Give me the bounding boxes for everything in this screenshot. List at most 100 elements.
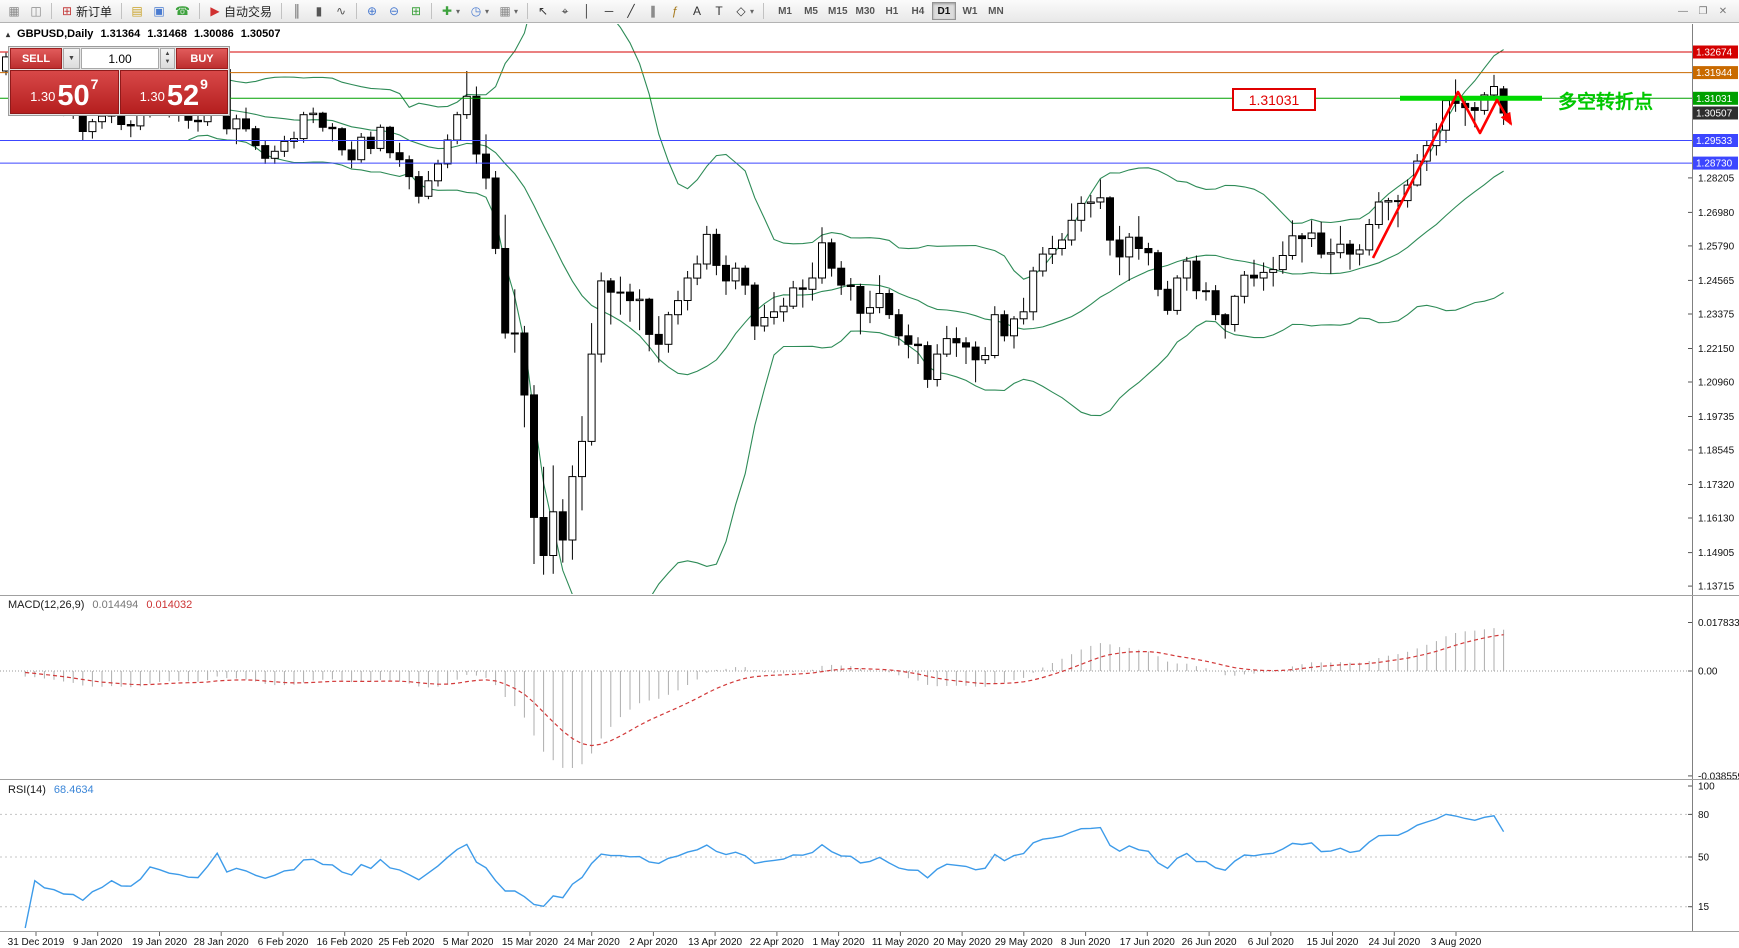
one-click-trading-panel: SELL ▼ 1.00 ▲ ▼ BUY 1.30 50 7 1.30 52 9: [8, 46, 230, 116]
svg-text:24 Mar 2020: 24 Mar 2020: [564, 937, 621, 948]
trade-panel-controls: SELL ▼ 1.00 ▲ ▼ BUY: [10, 48, 228, 69]
history-center-button[interactable]: ▤: [127, 2, 147, 21]
timeframe-mn-button[interactable]: MN: [984, 2, 1008, 20]
profiles-button[interactable]: ◫: [26, 2, 46, 21]
trade-panel-toggle-icon[interactable]: ▴: [6, 29, 11, 39]
timeframe-m5-button[interactable]: M5: [799, 2, 823, 20]
bar-chart-button[interactable]: ║: [287, 2, 307, 21]
date-axis[interactable]: 31 Dec 2019 9 Jan 2020 19 Jan 2020 28 Jan 2…: [0, 931, 1739, 948]
templates-button[interactable]: ▦ ▾: [495, 2, 522, 21]
window-controls: — ❐ ✕: [1674, 6, 1736, 17]
zoom-in-button[interactable]: ⊕: [362, 2, 382, 21]
sell-price-pips: 50: [57, 79, 90, 112]
horizontal-line-icon: ─: [604, 4, 614, 18]
stepper-up-icon[interactable]: ▲: [164, 51, 171, 58]
svg-text:1.18545: 1.18545: [1698, 446, 1735, 457]
label-button[interactable]: T: [709, 2, 729, 21]
channel-button[interactable]: ∥: [643, 2, 663, 21]
volume-input[interactable]: 1.00: [81, 48, 159, 69]
crosshair-button[interactable]: ⌖: [555, 2, 575, 21]
svg-text:1.28730: 1.28730: [1696, 159, 1733, 170]
line-chart-button[interactable]: ∿: [331, 2, 351, 21]
timeframe-w1-button[interactable]: W1: [958, 2, 982, 20]
buy-price[interactable]: 1.30 52 9: [119, 70, 228, 114]
toolbar-separator: [355, 3, 357, 19]
svg-text:26 Jun 2020: 26 Jun 2020: [1182, 937, 1237, 948]
svg-text:1.30507: 1.30507: [1696, 109, 1733, 120]
buy-price-figure: 1.30: [139, 89, 165, 104]
turning-point-label[interactable]: 多空转折点: [1558, 92, 1654, 113]
trendline-button[interactable]: ╱: [621, 2, 641, 21]
toolbar-separator: [280, 3, 282, 19]
autotrading-button[interactable]: ▶ 自动交易: [205, 2, 276, 21]
candlestick-chart-button[interactable]: ▮: [309, 2, 329, 21]
price-flag-label[interactable]: 1.31031: [1232, 88, 1316, 111]
periods-icon: ◷: [470, 4, 482, 18]
crosshair-icon: ⌖: [561, 4, 569, 18]
ohlc-low: 1.30086: [193, 28, 234, 40]
dropdown-caret-icon: ▾: [455, 6, 460, 16]
buy-price-pips: 52: [166, 79, 200, 112]
stepper-down-icon[interactable]: ▼: [164, 58, 171, 65]
svg-text:1.23375: 1.23375: [1698, 310, 1735, 321]
timeframe-m30-button[interactable]: M30: [853, 2, 878, 20]
toolbar-separator: [527, 3, 529, 19]
svg-text:-0.038559: -0.038559: [1698, 771, 1739, 782]
trade-panel-prices: 1.30 50 7 1.30 52 9: [10, 70, 228, 114]
volume-stepper[interactable]: ▲ ▼: [160, 48, 175, 69]
svg-text:2 Apr 2020: 2 Apr 2020: [629, 937, 678, 948]
periods-button[interactable]: ◷ ▾: [466, 2, 493, 21]
timeframe-d1-button[interactable]: D1: [931, 2, 956, 20]
horizontal-line-button[interactable]: ─: [599, 2, 619, 21]
svg-text:1.14905: 1.14905: [1698, 548, 1735, 559]
sell-price-figure: 1.30: [30, 89, 56, 104]
ohlc-close: 1.30507: [240, 28, 281, 40]
timeframe-h4-button[interactable]: H4: [906, 2, 930, 20]
shapes-button[interactable]: ◇ ▾: [731, 2, 758, 21]
timeframe-m15-button[interactable]: M15: [825, 2, 850, 20]
restore-icon[interactable]: ❐: [1698, 5, 1708, 17]
svg-text:1.17320: 1.17320: [1698, 480, 1735, 491]
svg-text:13 Apr 2020: 13 Apr 2020: [688, 937, 742, 948]
buy-price-point: 9: [200, 76, 208, 92]
text-button[interactable]: A: [687, 2, 707, 21]
horizontal-price-lines[interactable]: [0, 51, 1692, 164]
market-watch-button[interactable]: ▣: [149, 2, 169, 21]
candles: [2, 52, 1508, 575]
terminal-button[interactable]: ☎: [171, 2, 194, 21]
svg-text:31 Dec 2019: 31 Dec 2019: [8, 937, 65, 948]
macd-value-signal: 0.014032: [146, 599, 193, 611]
toolbar-separator: [430, 3, 432, 19]
symbol-header: ▴ GBPUSD,Daily 1.31364 1.31468 1.30086 1…: [6, 28, 281, 40]
zoom-out-button[interactable]: ⊖: [384, 2, 404, 21]
svg-text:3 Aug 2020: 3 Aug 2020: [1431, 937, 1482, 948]
vertical-line-button[interactable]: │: [577, 2, 597, 21]
label-icon: T: [715, 4, 723, 18]
timeframe-m1-button[interactable]: M1: [773, 2, 797, 20]
trendline-icon: ╱: [627, 4, 635, 18]
price-axis[interactable]: 1.28205 1.26980 1.25790 1.24565 1.23375 1.221…: [1688, 24, 1738, 931]
close-icon[interactable]: ✕: [1718, 5, 1728, 17]
svg-text:1.22150: 1.22150: [1698, 344, 1735, 355]
dropdown-caret-icon: ▾: [750, 6, 755, 16]
tile-windows-button[interactable]: ⊞: [406, 2, 426, 21]
cursor-button[interactable]: ↖: [533, 2, 553, 21]
buy-button[interactable]: BUY: [176, 48, 228, 69]
svg-text:1.19735: 1.19735: [1698, 412, 1735, 423]
zigzag-arrow[interactable]: [1371, 90, 1513, 259]
new-order-button[interactable]: ⊞ 新订单: [57, 2, 116, 21]
new-chart-button[interactable]: ▦: [4, 2, 24, 21]
svg-text:5 Mar 2020: 5 Mar 2020: [443, 937, 494, 948]
dropdown-caret-icon: ▾: [514, 6, 519, 16]
svg-text:25 Feb 2020: 25 Feb 2020: [378, 937, 435, 948]
fibonacci-button[interactable]: ƒ: [665, 2, 685, 21]
sell-button[interactable]: SELL: [10, 48, 62, 69]
timeframe-h1-button[interactable]: H1: [880, 2, 904, 20]
sell-price[interactable]: 1.30 50 7: [10, 70, 119, 114]
zoom-in-icon: ⊕: [366, 4, 378, 18]
minimize-icon[interactable]: —: [1678, 5, 1688, 17]
svg-text:9 Jan 2020: 9 Jan 2020: [73, 937, 123, 948]
indicators-button[interactable]: ✚ ▾: [437, 2, 464, 21]
volume-dropdown[interactable]: ▼: [63, 48, 80, 69]
